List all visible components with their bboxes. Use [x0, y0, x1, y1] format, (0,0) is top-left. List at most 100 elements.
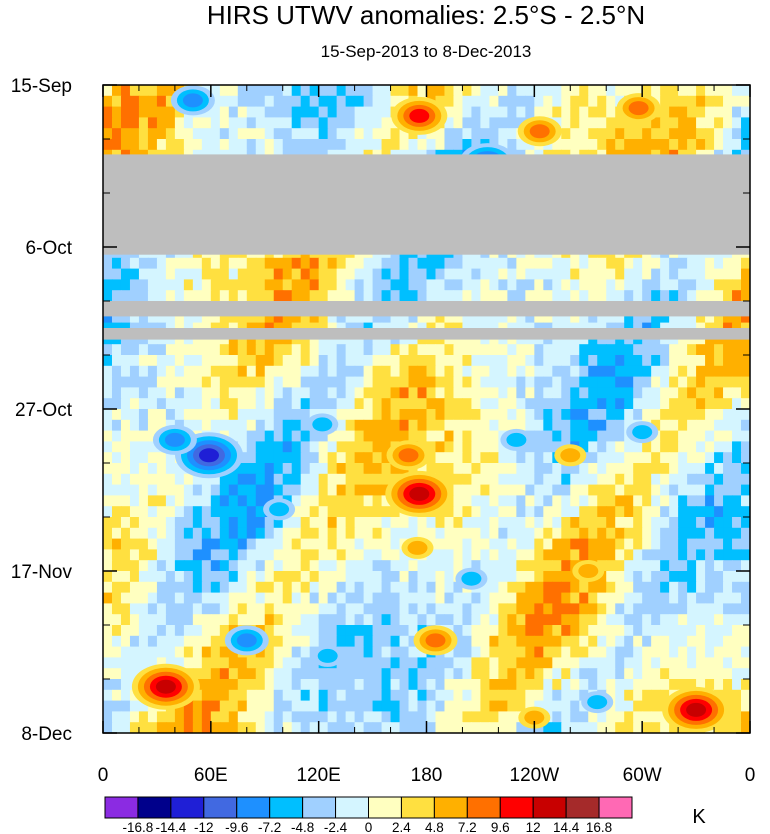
field-cell [642, 657, 652, 669]
field-cell [651, 571, 661, 583]
field-cell [588, 603, 598, 615]
field-cell [705, 527, 715, 540]
field-cell [651, 689, 661, 702]
field-cell [210, 495, 221, 507]
field-cell [174, 560, 185, 572]
field-cell [498, 495, 508, 507]
field-cell [345, 592, 356, 604]
field-cell [183, 311, 194, 324]
field-cell [399, 679, 410, 691]
field-cell [381, 538, 392, 550]
field-cell [147, 279, 158, 291]
field-cell [732, 139, 742, 151]
field-cell [471, 668, 482, 680]
field-cell [588, 711, 598, 723]
field-cell [723, 592, 733, 604]
field-cell [579, 603, 589, 615]
field-cell [327, 527, 338, 540]
field-cell [462, 409, 473, 421]
field-cell [129, 106, 140, 118]
field-cell [201, 549, 212, 561]
field-cell [273, 689, 284, 702]
field-cell [246, 376, 257, 388]
field-cell [579, 657, 589, 669]
field-cell [714, 592, 724, 604]
field-cell [741, 700, 750, 712]
field-cell [570, 398, 580, 410]
field-cell [687, 614, 697, 626]
field-cell [723, 117, 733, 129]
field-cell [219, 646, 230, 658]
field-cell [453, 592, 464, 604]
field-cell [507, 85, 517, 97]
field-cell [561, 549, 571, 561]
field-cell [282, 625, 293, 637]
field-cell [741, 387, 750, 399]
field-cell [534, 106, 544, 118]
field-cell [579, 268, 589, 280]
field-cell [597, 506, 607, 518]
field-cell [462, 473, 473, 486]
field-cell [498, 668, 508, 680]
field-cell [687, 430, 697, 442]
field-cell [651, 635, 661, 648]
field-cell [129, 430, 140, 442]
field-cell [300, 700, 311, 712]
field-cell [138, 473, 149, 486]
field-cell [597, 527, 607, 540]
field-cell [111, 463, 122, 475]
field-cell [741, 603, 750, 615]
field-cell [120, 95, 131, 108]
field-cell [336, 473, 347, 486]
field-cell [129, 560, 140, 572]
field-cell [390, 268, 401, 280]
field-cell [363, 387, 374, 399]
field-cell [525, 560, 535, 572]
field-cell [417, 398, 428, 410]
field-cell [732, 592, 742, 604]
field-cell [615, 506, 625, 518]
field-cell [138, 279, 149, 291]
field-cell [606, 95, 616, 108]
field-cell [651, 279, 661, 291]
field-cell [606, 365, 616, 378]
field-cell [579, 430, 589, 442]
field-cell [255, 603, 266, 615]
field-cell [255, 344, 266, 356]
field-cell [525, 484, 535, 496]
field-cell [489, 517, 499, 529]
field-cell [435, 463, 446, 475]
field-cell [273, 700, 284, 712]
field-cell [714, 376, 724, 388]
field-cell [561, 419, 571, 432]
field-cell [543, 95, 553, 108]
field-cell [633, 538, 643, 550]
field-cell [120, 106, 131, 118]
field-cell [678, 139, 688, 151]
field-cell [246, 452, 257, 464]
field-cell [192, 290, 203, 302]
field-cell [390, 409, 401, 421]
field-cell [183, 419, 194, 432]
field-cell [363, 571, 374, 583]
field-cell [354, 646, 365, 658]
field-cell [633, 679, 643, 691]
field-cell [462, 603, 473, 615]
field-cell [660, 139, 670, 151]
field-cell [165, 290, 176, 302]
colorbar-swatch [104, 796, 139, 819]
field-cell [372, 473, 383, 486]
field-cell [156, 527, 167, 540]
field-cell [273, 571, 284, 583]
field-cell [345, 506, 356, 518]
field-cell [120, 549, 131, 561]
colorbar-swatch [302, 796, 337, 819]
field-cell [147, 635, 158, 648]
field-cell [327, 452, 338, 464]
field-cell [192, 355, 203, 367]
field-cell [381, 430, 392, 442]
field-cell [408, 387, 419, 399]
field-cell [498, 635, 508, 648]
field-cell [417, 419, 428, 432]
field-cell [633, 85, 643, 97]
